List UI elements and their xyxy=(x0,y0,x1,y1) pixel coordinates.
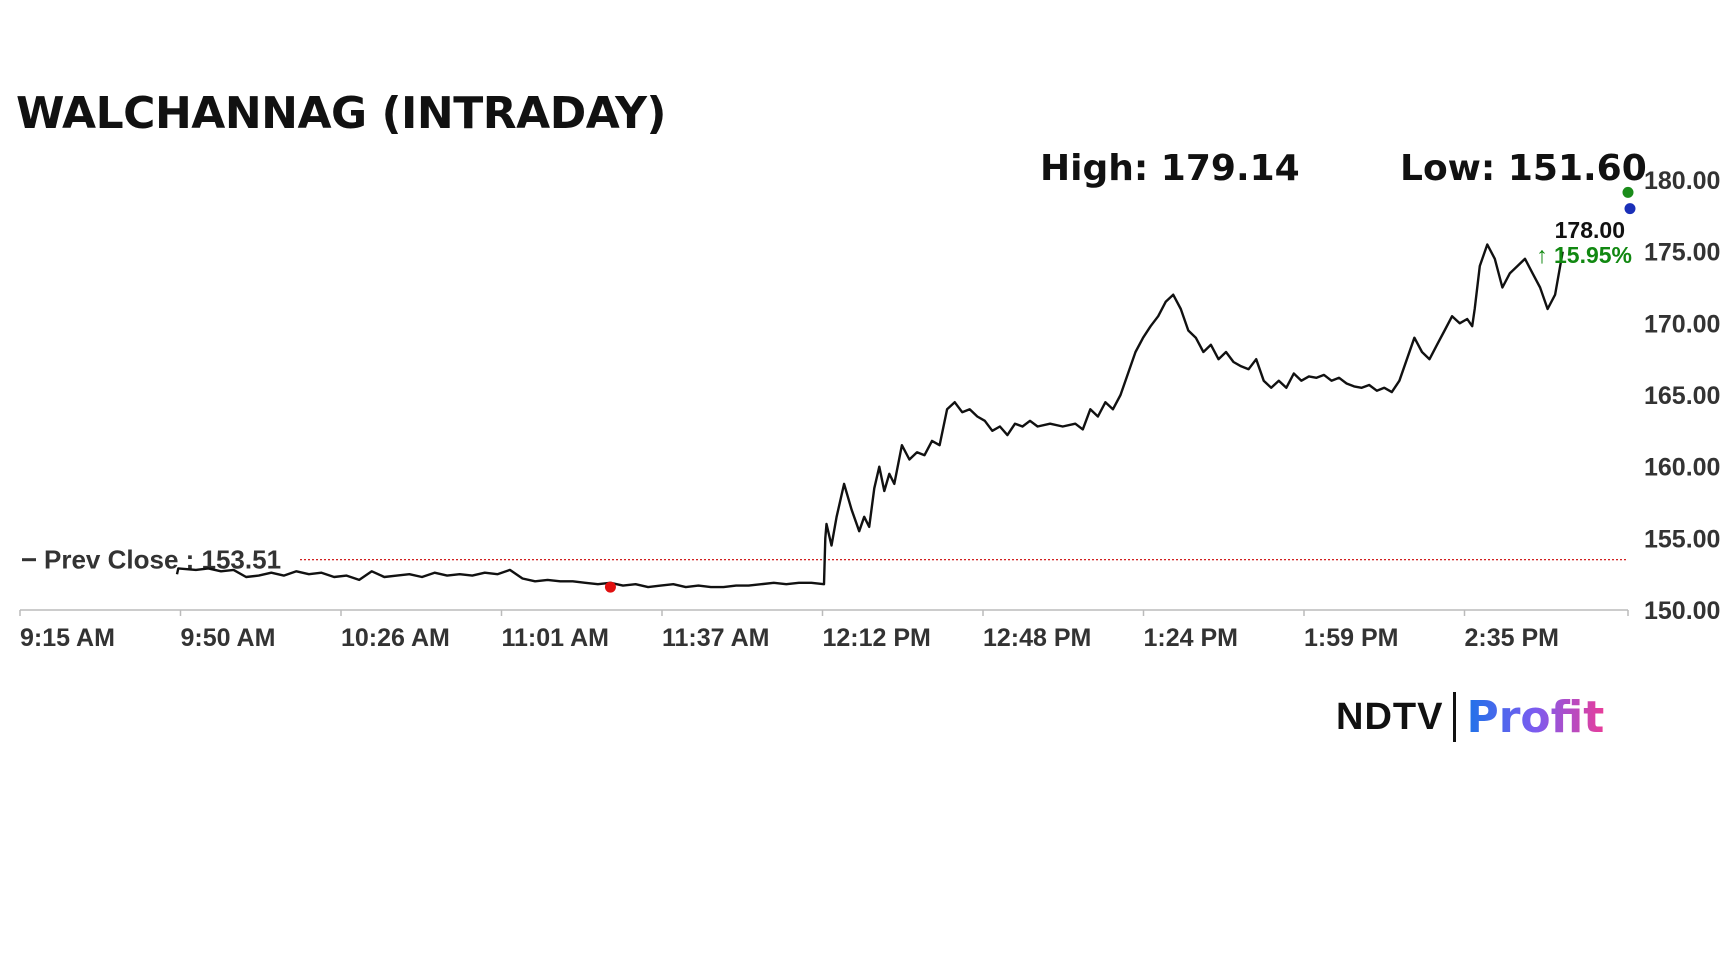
price-line xyxy=(175,243,1564,589)
y-tick-label: 150.00 xyxy=(1644,597,1720,625)
x-tick-label: 12:48 PM xyxy=(983,624,1091,652)
x-tick-label: 12:12 PM xyxy=(823,624,931,652)
high-marker xyxy=(1622,186,1634,198)
x-tick-label: 11:37 AM xyxy=(662,624,769,652)
x-tick-label: 1:24 PM xyxy=(1144,624,1238,652)
y-tick-label: 160.00 xyxy=(1644,454,1720,482)
x-tick-label: 9:15 AM xyxy=(20,624,115,652)
y-tick-label: 155.00 xyxy=(1644,525,1720,553)
x-tick-label: 10:26 AM xyxy=(341,624,450,652)
x-tick-label: 11:01 AM xyxy=(502,624,609,652)
last-price-label: 178.00 xyxy=(1555,217,1625,243)
chart-title: WALCHANNAG (INTRADAY) xyxy=(16,88,667,139)
ndtv-profit-logo: NDTV Profit xyxy=(1336,690,1604,744)
y-tick-label: 180.00 xyxy=(1644,167,1720,195)
logo-profit: Profit xyxy=(1466,691,1605,743)
last-price-marker xyxy=(1624,203,1636,215)
logo-ndtv: NDTV xyxy=(1336,695,1444,738)
prev-close-label: Prev Close : 153.51 xyxy=(44,545,281,575)
y-tick-label: 165.00 xyxy=(1644,382,1720,410)
change-percent-label: ↑ 15.95% xyxy=(1536,242,1632,268)
logo-divider xyxy=(1453,692,1457,742)
y-tick-label: 175.00 xyxy=(1644,239,1720,267)
y-tick-label: 170.00 xyxy=(1644,310,1720,338)
x-tick-label: 2:35 PM xyxy=(1465,624,1559,652)
x-tick-label: 9:50 AM xyxy=(181,624,276,652)
low-value: Low: 151.60 xyxy=(1400,148,1647,189)
x-tick-label: 1:59 PM xyxy=(1304,624,1398,652)
low-marker xyxy=(604,581,616,593)
high-value: High: 179.14 xyxy=(1040,148,1300,189)
